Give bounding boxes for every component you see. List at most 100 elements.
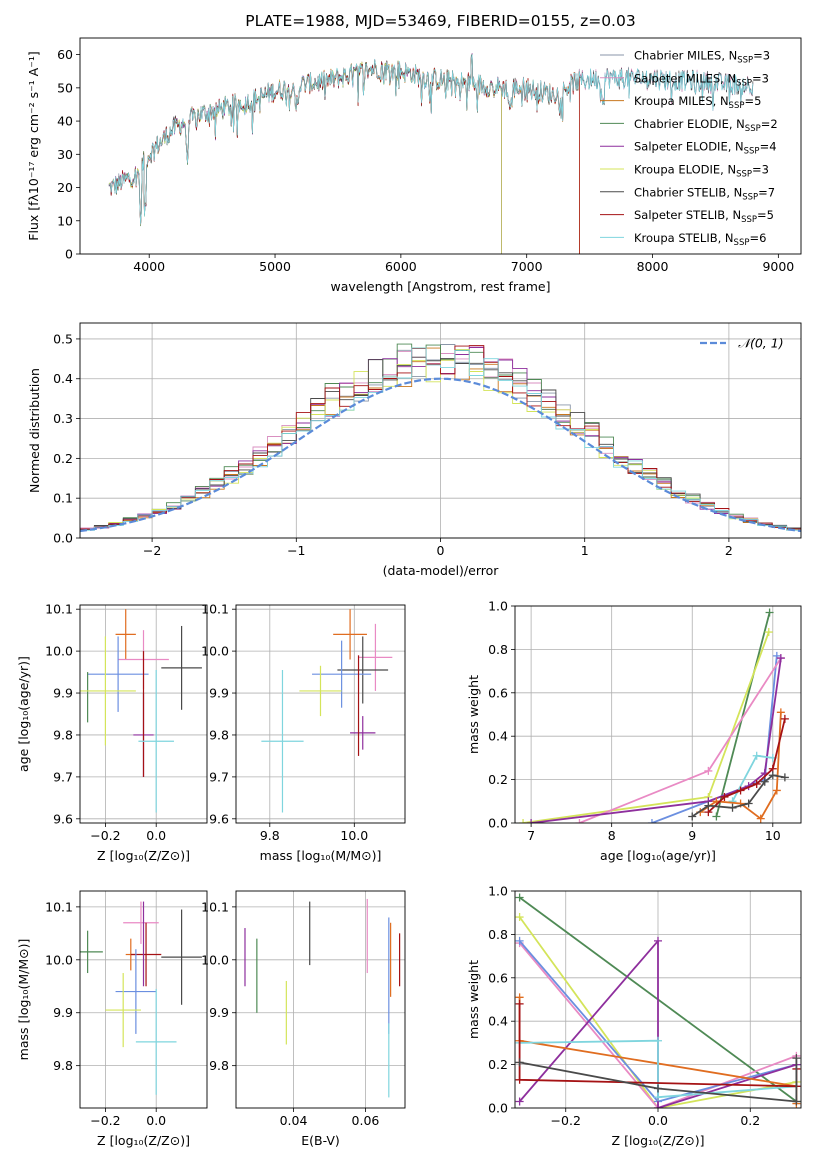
series-marker: [515, 936, 524, 945]
plot-area: [515, 893, 801, 1108]
series-marker: [519, 819, 528, 823]
legend-entry: Kroupa MILES, NSSP=5: [634, 94, 761, 111]
chart-age-vs-Z: −0.2 0.0 9.6 9.7 9.8 9.9 10.0 10.1 Z [log₁₀(Z/Z⊙…: [16, 602, 208, 863]
series-marker: [654, 1104, 662, 1108]
legend-entry: Salpeter STELIB, NSSP=5: [634, 208, 774, 225]
series-marker: [736, 786, 745, 795]
series-marker: [515, 1075, 524, 1084]
x-tick-label: 4000: [133, 259, 165, 274]
x-axis-label: Z [log₁₀(Z/Z⊙)]: [612, 1133, 705, 1148]
x-axis-label: E(B-V): [301, 1133, 340, 1148]
x-tick-label: 9000: [762, 259, 794, 274]
plot-area: [261, 609, 393, 813]
plot-area: [108, 53, 754, 254]
y-tick-label: 20: [57, 180, 73, 195]
series-line: [699, 712, 782, 820]
y-tick-label: 9.8: [53, 1058, 73, 1073]
y-tick-label: 9.9: [209, 1005, 229, 1020]
chart-residuals: −2 −1 0 1 2 0.0 0.1 0.2 0.3 0.4 0.5 𝒩(0, 1) (data-mo…: [27, 322, 802, 578]
y-tick-label: 0.2: [488, 772, 508, 787]
chart-age-vs-mass: 9.8 10.0 9.6 9.7 9.8 9.9 10.0 10.1 mass [log₁₀(M…: [201, 602, 406, 863]
y-tick-label: 0.4: [488, 1014, 508, 1029]
series-marker: [728, 803, 737, 812]
y-tick-label: 0.3: [53, 411, 73, 426]
legend-entry: Salpeter ELODIE, NSSP=4: [634, 140, 777, 157]
chart-spectrum: 4000 5000 6000 7000 8000 9000 0 10 20 30 40 50 60 Cha…: [26, 37, 802, 294]
series-marker: [654, 1036, 662, 1045]
normal-curve: [80, 377, 801, 533]
y-tick-label: 10.0: [201, 952, 229, 967]
x-tick-label: −1: [287, 543, 305, 558]
y-tick-label: 9.8: [209, 727, 229, 742]
legend: Chabrier MILES, NSSP=3 Salpeter MILES, NS…: [600, 49, 778, 248]
y-tick-label: 40: [57, 114, 73, 129]
figure-title: PLATE=1988, MJD=53469, FIBERID=0155, z=0…: [245, 12, 636, 30]
series-marker: [776, 654, 785, 663]
series-marker: [772, 651, 781, 660]
y-tick-label: 1.0: [488, 599, 508, 614]
y-tick-label: 0.4: [488, 729, 508, 744]
x-tick-label: 0.04: [280, 1113, 308, 1128]
series-marker: [654, 1093, 662, 1102]
x-tick-label: 5000: [259, 259, 291, 274]
series-line: [651, 655, 778, 823]
axes-frame: [235, 604, 406, 824]
spectrum-series: [108, 54, 754, 225]
series-marker: [765, 608, 774, 617]
x-axis-label: wavelength [Angstrom, rest frame]: [330, 279, 550, 294]
series-marker: [720, 792, 729, 801]
series-marker: [688, 812, 697, 821]
series-line: [518, 942, 797, 1108]
y-tick-label: 10.1: [45, 899, 73, 914]
y-tick-label: 10.0: [201, 644, 229, 659]
x-tick-label: 0: [437, 543, 445, 558]
y-tick-label: 9.6: [209, 811, 229, 826]
x-axis-label: (data-model)/error: [383, 563, 500, 578]
chart-massweight-vs-Z: −0.2 0.0 0.2 0.0 0.2 0.4 0.6 0.8 1.0 Z [log₁₀(Z/Z…: [466, 884, 802, 1148]
y-tick-label: 9.8: [53, 727, 73, 742]
y-tick-label: 50: [57, 80, 73, 95]
series-marker: [780, 773, 789, 782]
series-line: [707, 718, 786, 813]
x-tick-label: 10: [765, 828, 781, 843]
x-tick-label: 8000: [637, 259, 669, 274]
series-line: [519, 1039, 797, 1099]
y-tick-label: 0.8: [488, 927, 508, 942]
chart-mass-vs-EBV: 0.04 0.06 9.8 9.9 10.0 10.1 E(B-V): [201, 890, 406, 1148]
x-tick-label: −2: [143, 543, 161, 558]
series-marker: [764, 628, 773, 637]
x-tick-label: −0.2: [90, 828, 120, 843]
series-marker: [772, 786, 781, 795]
y-tick-label: 9.6: [53, 811, 73, 826]
y-tick-label: 0.5: [53, 331, 73, 346]
y-tick-label: 10.1: [201, 602, 229, 617]
x-tick-label: 0.0: [146, 1113, 166, 1128]
y-tick-label: 10.0: [45, 952, 73, 967]
series-marker: [752, 779, 761, 788]
y-tick-label: 0.1: [53, 491, 73, 506]
plot-area: [80, 343, 801, 538]
y-tick-label: 0.6: [488, 970, 508, 985]
y-tick-label: 9.9: [53, 686, 73, 701]
legend-entry: Chabrier ELODIE, NSSP=2: [634, 117, 778, 134]
series-marker: [515, 913, 524, 922]
axes-frame: [514, 605, 802, 824]
series-marker: [768, 771, 777, 780]
plot-area: [80, 609, 202, 813]
y-tick-label: 10: [57, 213, 73, 228]
y-axis-label: mass weight: [466, 675, 481, 754]
y-tick-label: 0.0: [488, 1101, 508, 1116]
spectrum-series: [108, 53, 580, 254]
x-tick-label: 2: [725, 543, 733, 558]
y-tick-label: 60: [57, 47, 73, 62]
series-marker: [712, 812, 721, 821]
series-marker: [752, 751, 761, 760]
y-tick-label: 0.8: [488, 642, 508, 657]
x-axis-label: age [log₁₀(age/yr)]: [600, 848, 716, 863]
x-tick-label: 6000: [385, 259, 417, 274]
y-axis-label: mass weight: [466, 960, 481, 1039]
y-tick-label: 10.0: [45, 644, 73, 659]
axes-frame: [514, 890, 802, 1109]
series-marker: [792, 1054, 801, 1063]
x-axis-label: Z [log₁₀(Z/Z⊙)]: [97, 1133, 190, 1148]
